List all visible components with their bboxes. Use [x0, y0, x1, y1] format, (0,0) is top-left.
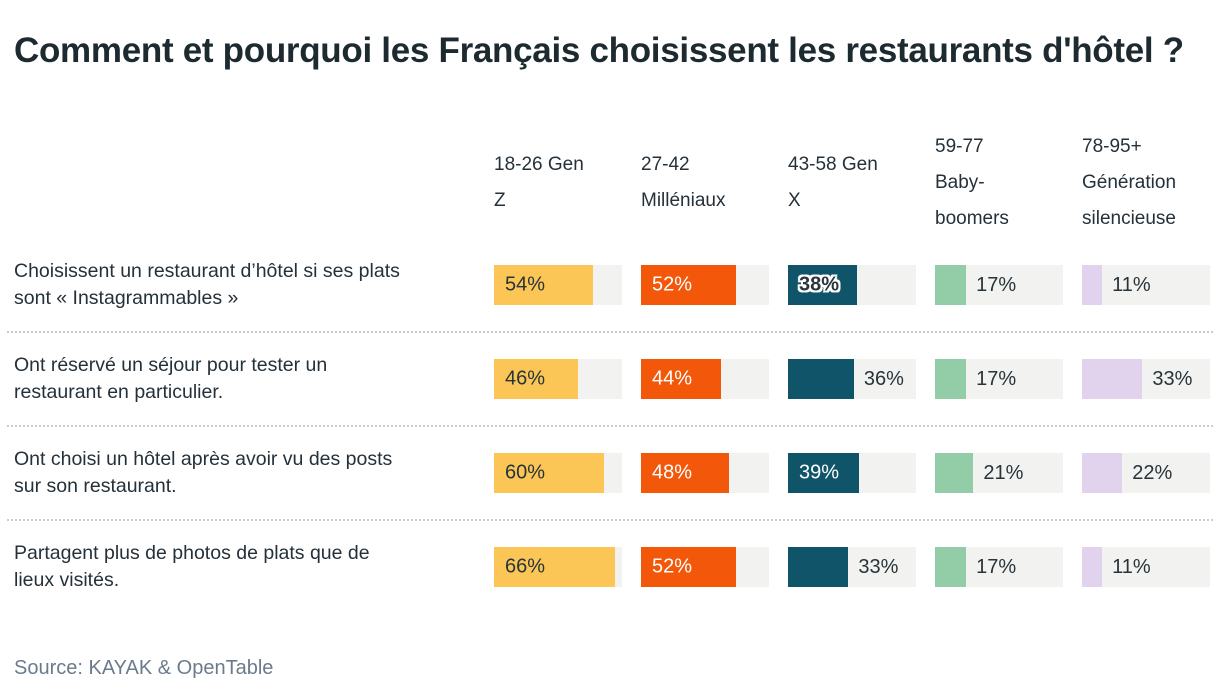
column-header-millennials: 27-42 Milléniaux — [641, 154, 726, 211]
row-label: Choisissent un restaurant d’hôtel si ses… — [14, 260, 400, 309]
bar-track-millennials: 44% — [641, 359, 769, 399]
bar-value-label: 17% — [976, 555, 1017, 578]
bar-baby-boomers — [935, 359, 967, 399]
bar-value-label: 21% — [983, 461, 1024, 484]
bar-track-silent-generation: 11% — [1082, 547, 1210, 587]
bar-value-label: 39% — [799, 461, 840, 484]
bar-gen-z — [494, 265, 593, 305]
bar-value-label: 11% — [1112, 555, 1151, 578]
bar-track-baby-boomers: 17% — [935, 547, 1063, 587]
table-row-instagrammable: Choisissent un restaurant d’hôtel si ses… — [7, 239, 1213, 331]
bar-value-label: 54% — [505, 273, 546, 296]
bar-value-label: 48% — [652, 461, 693, 484]
column-header-silent-generation: 78-95+ Génération silencieuse — [1082, 136, 1177, 229]
bar-track-baby-boomers: 17% — [935, 265, 1063, 305]
bar-gen-x — [788, 265, 858, 305]
page-title: Comment et pourquoi les Français choisis… — [14, 31, 1184, 70]
row-label: Ont choisi un hôtel après avoir vu des p… — [14, 448, 393, 497]
bar-track-silent-generation: 33% — [1082, 359, 1210, 399]
bar-millennials — [641, 547, 737, 587]
bar-track-gen-z: 66% — [494, 547, 622, 587]
bar-value-label: 44% — [652, 367, 693, 390]
bar-baby-boomers — [935, 265, 967, 305]
bar-millennials — [641, 265, 737, 305]
bar-gen-z — [494, 547, 615, 587]
bar-value-label: 11% — [1112, 273, 1151, 296]
bar-silent-generation — [1082, 547, 1103, 587]
bar-value-label: 33% — [1152, 367, 1193, 390]
bar-track-baby-boomers: 17% — [935, 359, 1063, 399]
bar-track-millennials: 52% — [641, 265, 769, 305]
bar-silent-generation — [1082, 453, 1123, 493]
bar-gen-x — [788, 547, 849, 587]
source-attribution: Source: KAYAK & OpenTable — [14, 657, 274, 679]
bar-silent-generation — [1082, 359, 1143, 399]
bar-track-gen-z: 60% — [494, 453, 622, 493]
row-label: Partagent plus de photos de plats que de… — [14, 542, 370, 591]
bar-baby-boomers — [935, 547, 967, 587]
bar-gen-z — [494, 359, 579, 399]
bar-track-gen-x: 38% — [788, 265, 916, 305]
bar-value-label: 17% — [976, 367, 1017, 390]
bar-silent-generation — [1082, 265, 1103, 305]
bar-value-label: 60% — [505, 461, 546, 484]
bar-gen-z — [494, 453, 604, 493]
bar-track-silent-generation: 22% — [1082, 453, 1210, 493]
chart-body: Choisissent un restaurant d’hôtel si ses… — [7, 239, 1213, 613]
bar-millennials — [641, 359, 722, 399]
bar-value-label: 17% — [976, 273, 1017, 296]
bar-value-label: 46% — [505, 367, 546, 390]
column-header-baby-boomers: 59-77 Baby- boomers — [935, 136, 1009, 229]
bar-value-label: 66% — [505, 555, 546, 578]
bar-value-label: 22% — [1132, 461, 1173, 484]
bar-track-millennials: 48% — [641, 453, 769, 493]
bar-track-silent-generation: 11% — [1082, 265, 1210, 305]
row-label: Ont réservé un séjour pour tester un res… — [14, 354, 328, 403]
bar-value-label: 52% — [652, 273, 693, 296]
bar-track-gen-z: 46% — [494, 359, 622, 399]
bar-track-baby-boomers: 21% — [935, 453, 1063, 493]
bar-value-label: 36% — [863, 367, 904, 390]
bar-value-label: 52% — [652, 555, 693, 578]
column-header-gen-z: 18-26 Gen Z — [494, 154, 584, 211]
column-header-gen-x: 43-58 Gen X — [788, 154, 878, 211]
table-row-share-food-photos: Partagent plus de photos de plats que de… — [7, 519, 1213, 613]
bar-baby-boomers — [935, 453, 974, 493]
bar-gen-x — [788, 453, 860, 493]
column-header-row: 18-26 Gen Z 27-42 Milléniaux 43-58 Gen X… — [7, 127, 1213, 239]
table-row-chose-hotel-posts: Ont choisi un hôtel après avoir vu des p… — [7, 425, 1213, 519]
bar-track-gen-z: 54% — [494, 265, 622, 305]
bar-value-label: 33% — [858, 555, 899, 578]
bar-value-label-highlighted: 38% — [799, 273, 840, 296]
bar-track-gen-x: 39% — [788, 453, 916, 493]
table-row-booked-stay: Ont réservé un séjour pour tester un res… — [7, 331, 1213, 425]
bar-gen-x — [788, 359, 854, 399]
bar-track-gen-x: 33% — [788, 547, 916, 587]
bar-millennials — [641, 453, 729, 493]
bar-track-millennials: 52% — [641, 547, 769, 587]
bar-track-gen-x: 36% — [788, 359, 916, 399]
